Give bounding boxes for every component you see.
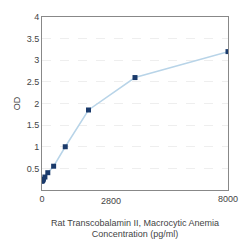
svg-text:Rat Transcobalamin II, Macrocy: Rat Transcobalamin II, Macrocytic Anemia… <box>51 218 219 240</box>
svg-text:OD: OD <box>12 96 22 110</box>
svg-text:1.5: 1.5 <box>27 120 40 130</box>
svg-text:8000: 8000 <box>218 194 238 204</box>
svg-text:0: 0 <box>39 194 44 204</box>
svg-text:2.5: 2.5 <box>27 77 40 87</box>
svg-text:3.5: 3.5 <box>27 34 40 44</box>
svg-text:0.5: 0.5 <box>27 164 40 174</box>
svg-text:2: 2 <box>34 99 39 109</box>
svg-text:4: 4 <box>34 12 39 22</box>
svg-text:2800: 2800 <box>101 196 121 206</box>
svg-text:3: 3 <box>34 55 39 65</box>
svg-text:1: 1 <box>34 142 39 152</box>
